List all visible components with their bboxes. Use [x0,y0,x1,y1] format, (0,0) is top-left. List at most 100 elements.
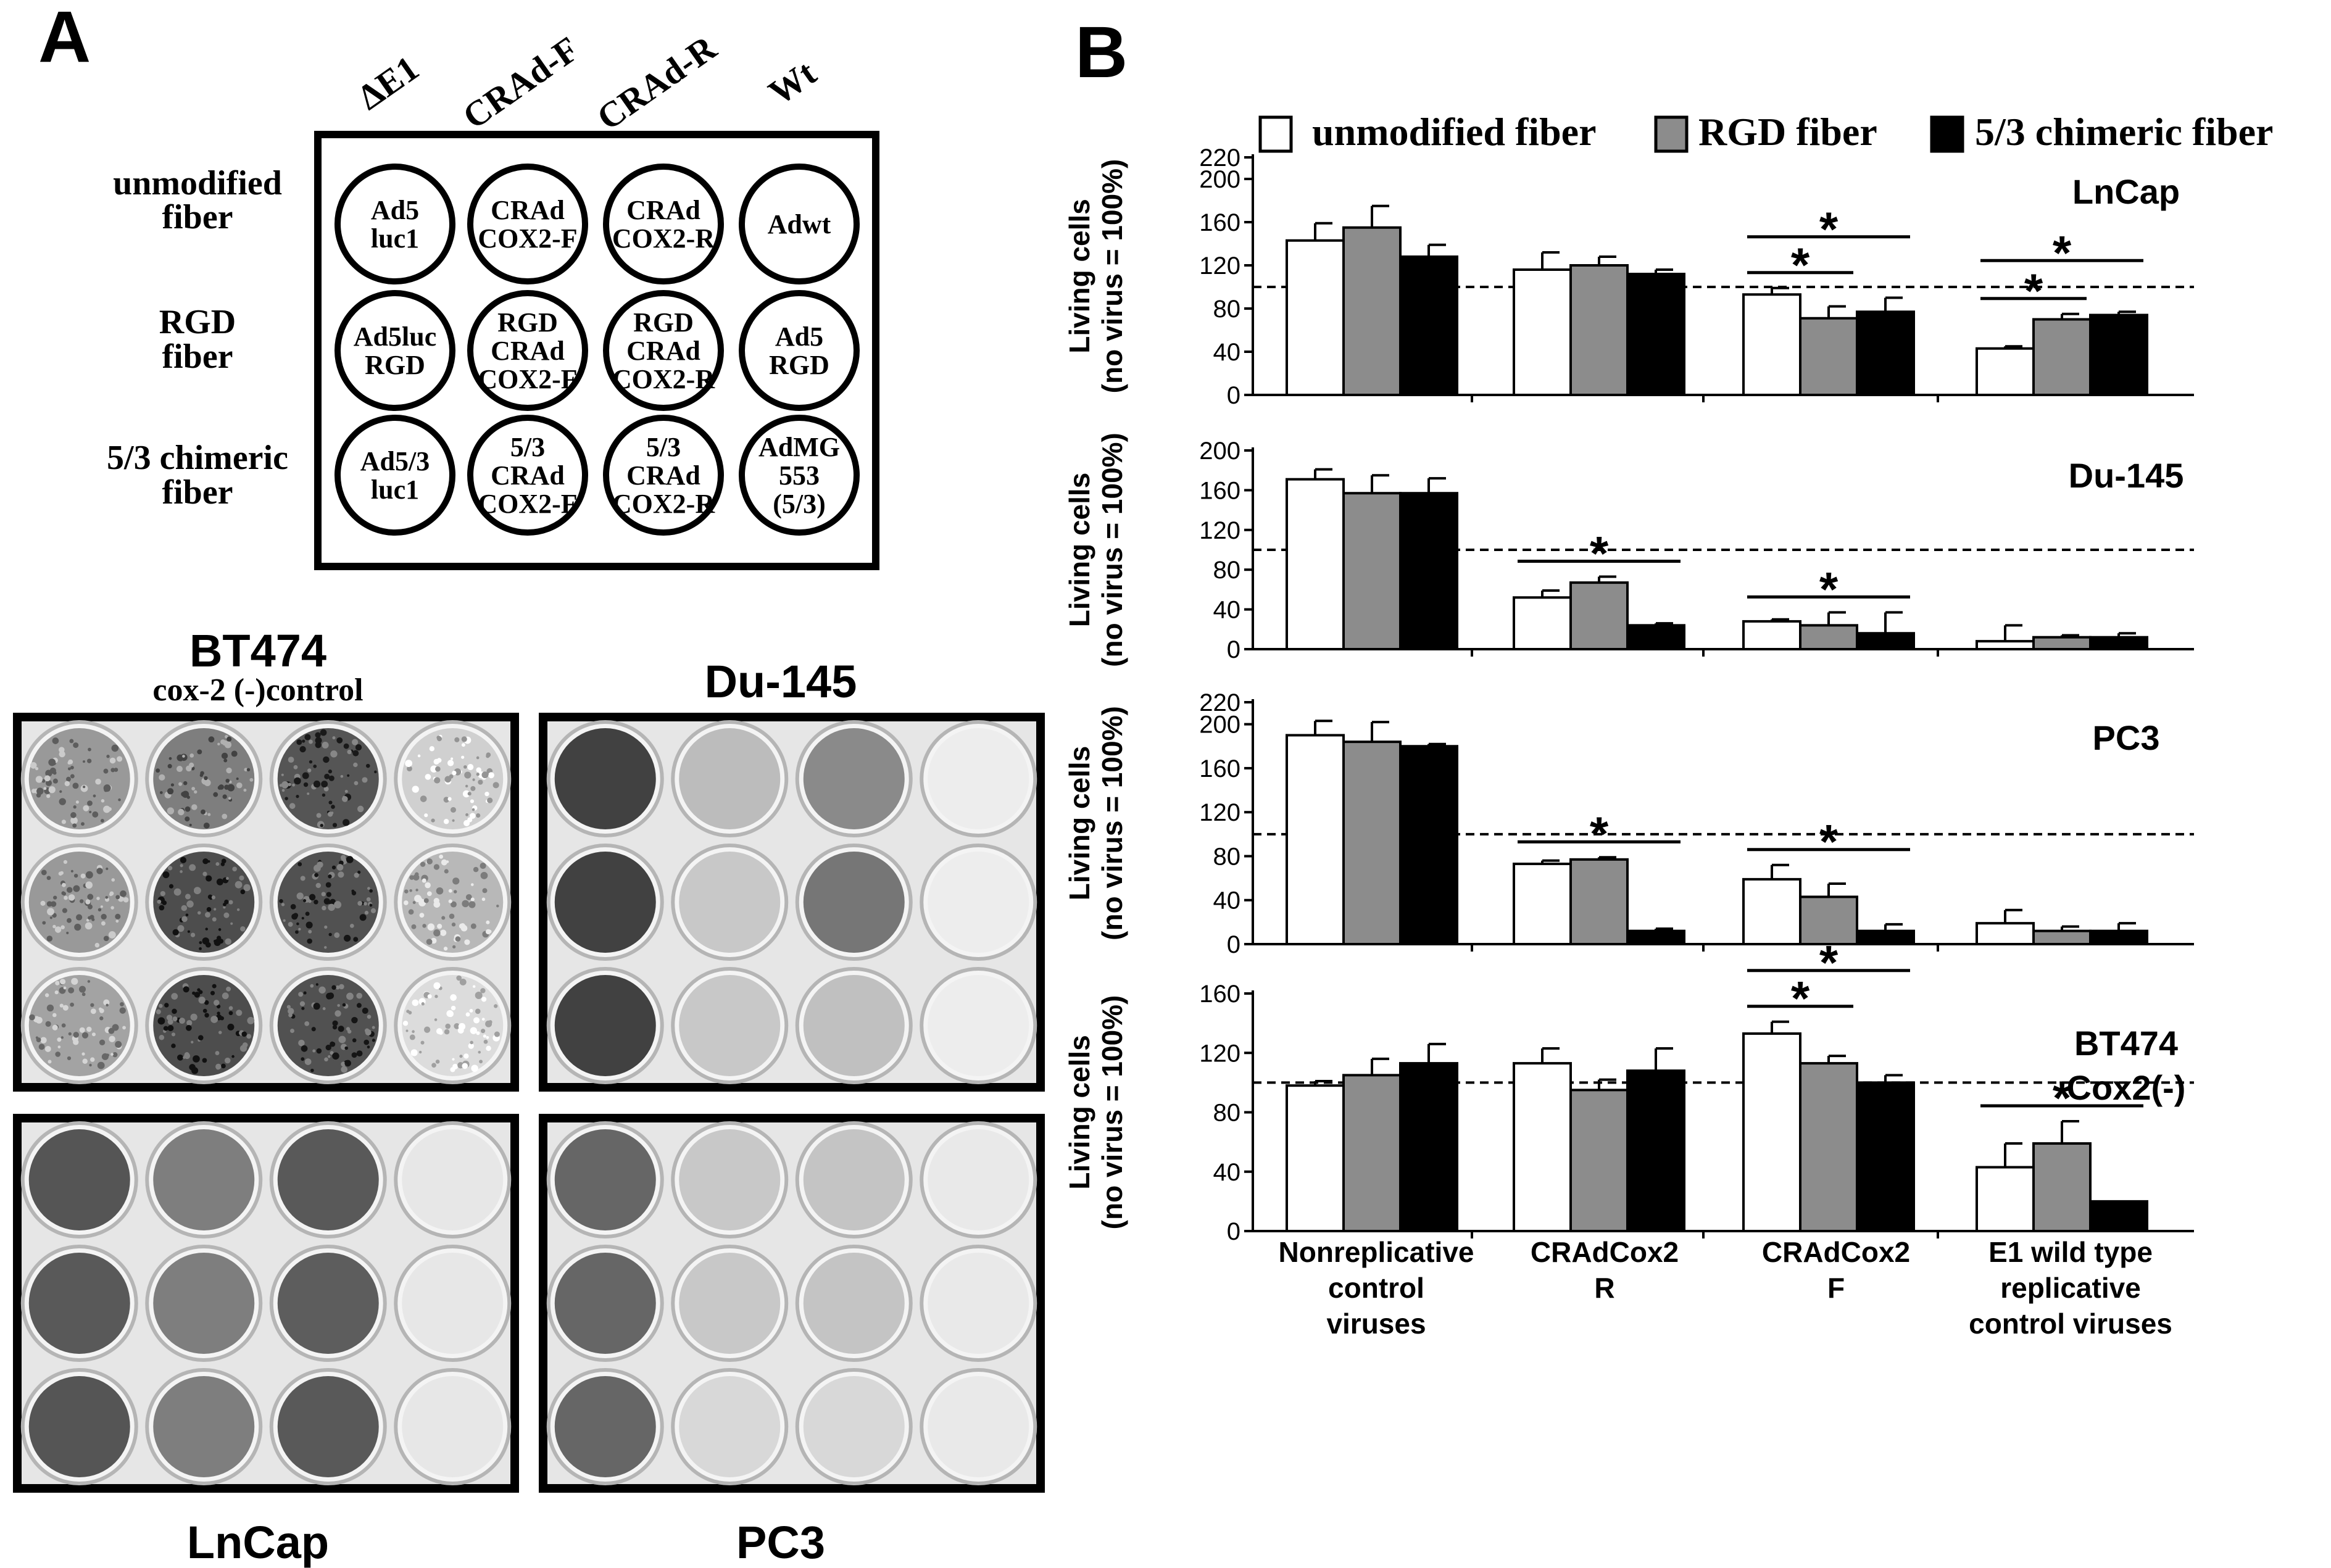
well-speckle [55,981,60,985]
well-speckle [288,921,293,927]
well-speckle [246,768,251,772]
well-speckle [117,756,123,762]
well-speckle [167,1025,174,1032]
well-speckle [240,889,246,895]
bar [1976,922,2035,946]
well-speckle [303,782,309,787]
well-speckle [228,797,231,800]
well-speckle [481,1018,485,1021]
well-speckle [223,912,230,918]
well-speckle [328,769,333,774]
well-speckle [470,813,476,819]
well-speckle [308,929,312,934]
well-speckle [222,740,228,746]
well-speckle [63,986,67,990]
well-speckle [81,1032,89,1039]
well-label: CRAd [626,336,700,366]
well-speckle [465,1012,470,1017]
well-speckle [85,899,91,905]
plate-well [153,1253,255,1354]
plate-well [803,975,905,1076]
well-speckle [449,913,455,919]
well-speckle [239,875,244,881]
well-speckle [103,784,111,792]
well-speckle [64,895,68,900]
well-speckle [481,997,487,1002]
well-speckle [357,901,363,906]
well-speckle [220,1016,224,1021]
well-speckle [324,1057,328,1062]
well-speckle [41,779,46,783]
well-speckle [342,1003,346,1007]
well-speckle [46,1004,54,1012]
well-speckle [36,787,44,795]
well-speckle [324,925,328,929]
well-speckle [408,909,414,915]
well-speckle [346,856,354,863]
well-label: Ad5luc [354,321,436,352]
well-speckle [228,1006,233,1011]
well-speckle [66,776,71,782]
well-speckle [344,1046,348,1050]
chart-du-145: 0 40 80 120 160 200 Living cells (no virus = 10… [1063,433,2194,667]
bar [1569,858,1629,946]
well-speckle [434,1018,438,1021]
well-speckle [486,920,490,924]
well-label: 553 [779,460,820,491]
well-speckle [70,869,73,873]
well-speckle [177,925,185,932]
well-speckle [177,754,184,761]
well-label: luc1 [371,223,419,254]
well-speckle [40,1037,47,1043]
well-speckle [159,1003,163,1008]
chart-title: Cox2(-) [2067,1068,2186,1107]
well-speckle [45,769,52,777]
well-speckle [230,922,233,925]
well-speckle [412,786,419,793]
layout-well [603,415,724,536]
well-label: Ad5/3 [360,446,430,476]
well-speckle [322,793,326,797]
well-speckle [465,784,468,788]
plate-title: Du-145 [705,656,857,707]
well-speckle [122,1026,126,1030]
well-speckle [48,786,56,794]
y-axis-label: Living cells [1063,199,1095,354]
well-speckle [346,992,354,1000]
well-speckle [73,1039,79,1045]
well-speckle [173,888,181,896]
well-speckle [451,1005,456,1011]
well-speckle [156,1009,161,1014]
well-speckle [72,782,79,789]
well-speckle [304,734,311,740]
significance-star: * [1791,238,1810,292]
chart-title: BT474 [2074,1024,2178,1063]
bar [2089,313,2148,396]
well-speckle [351,1016,358,1024]
well-speckle [177,1054,183,1061]
well-label: 5/3 [646,432,681,462]
category-label: control [1328,1272,1424,1304]
well-speckle [54,926,62,933]
well-speckle [185,913,189,917]
well-speckle [322,741,329,749]
well-speckle [415,889,418,892]
well-speckle [285,797,288,800]
well-speckle [356,1050,363,1057]
well-speckle [81,1052,85,1056]
well-speckle [93,794,96,798]
well-speckle [240,926,246,932]
well-speckle [465,813,469,816]
well-speckle [109,757,116,764]
layout-well [739,415,860,536]
y-tick-label: 0 [1227,382,1240,409]
well-speckle [484,791,489,797]
well-speckle [436,736,441,740]
well-speckle [470,1040,473,1045]
well-speckle [326,992,333,1000]
bar [1286,734,1345,946]
significance-star: * [1819,562,1839,616]
well-speckle [359,914,367,921]
well-speckle [290,903,296,910]
